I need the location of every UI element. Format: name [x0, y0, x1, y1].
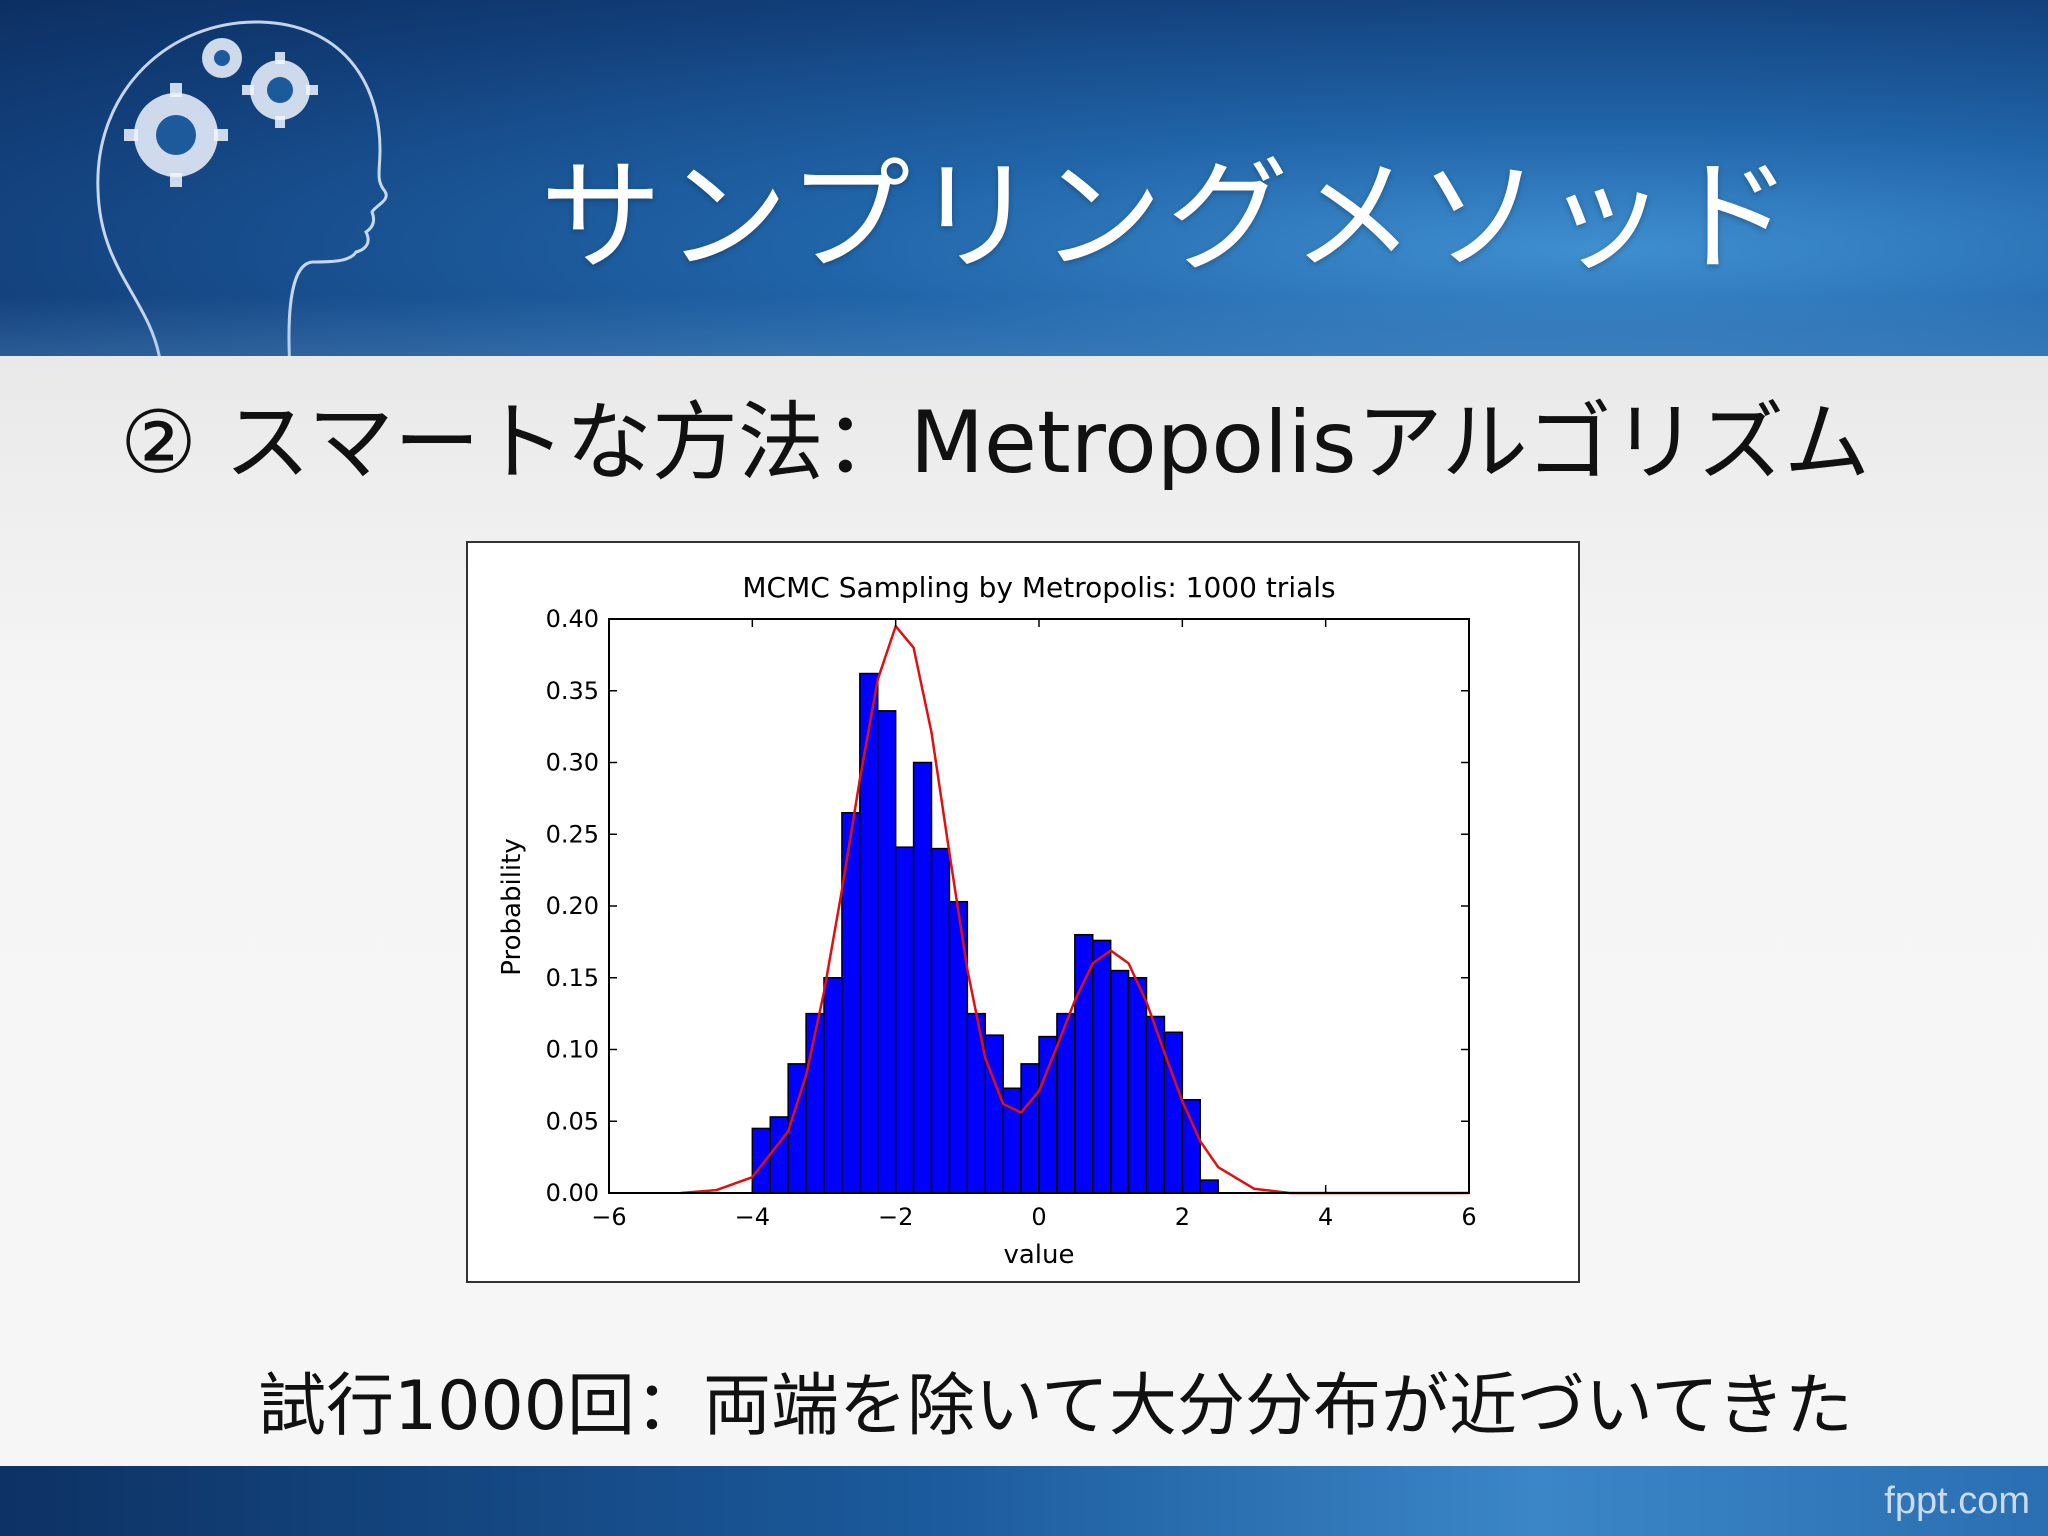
histogram-bars — [751, 672, 1219, 1194]
x-axis-ticks: −6 −4 −2 0 2 4 6 — [591, 619, 1477, 1231]
header-band: サンプリングメソッド — [0, 0, 2048, 356]
density-curve-line — [680, 624, 1469, 1195]
x-tick-label: −6 — [591, 1203, 626, 1231]
histogram-bar — [769, 1116, 789, 1194]
footer-band — [0, 1466, 2048, 1536]
histogram-chart: MCMC Sampling by Metropolis: 1000 trials… — [497, 571, 1477, 1270]
histogram-bar — [894, 846, 915, 1194]
histogram-bar — [1074, 933, 1094, 1194]
y-tick-label: 0.25 — [546, 820, 599, 848]
x-tick-label: 4 — [1318, 1203, 1333, 1231]
y-axis-ticks: 0.00 0.05 0.10 0.15 0.20 0.25 0.30 0.35 0.40 — [546, 605, 1469, 1207]
x-tick-label: −4 — [735, 1203, 770, 1231]
chart-figure: MCMC Sampling by Metropolis: 1000 trials… — [466, 541, 1580, 1283]
x-tick-label: 6 — [1461, 1203, 1476, 1231]
y-tick-label: 0.35 — [546, 677, 599, 705]
histogram-bar — [1020, 1063, 1040, 1194]
histogram-bar — [1092, 939, 1112, 1194]
chart-title: MCMC Sampling by Metropolis: 1000 trials — [742, 571, 1335, 604]
histogram-bar — [877, 710, 897, 1194]
footer-logo: fppt.com — [1884, 1480, 2030, 1522]
x-tick-label: 0 — [1031, 1203, 1046, 1231]
histogram-bar — [859, 672, 879, 1194]
y-tick-label: 0.15 — [546, 964, 599, 992]
histogram-bar — [1199, 1179, 1219, 1194]
y-tick-label: 0.20 — [546, 892, 599, 920]
head-gears-icon — [96, 20, 388, 356]
histogram-bar — [1109, 969, 1130, 1194]
histogram-bar — [984, 1034, 1004, 1194]
slide-subtitle: ② スマートな方法：Metropolisアルゴリズム — [120, 393, 1870, 493]
histogram-bar — [912, 761, 933, 1194]
histogram-bar — [823, 977, 843, 1194]
x-tick-label: −2 — [878, 1203, 913, 1231]
histogram-bar — [805, 1012, 825, 1194]
slide-caption: 試行1000回：両端を除いて大分分布が近づいてきた — [258, 1367, 1853, 1446]
y-tick-label: 0.05 — [546, 1107, 599, 1135]
y-tick-label: 0.10 — [546, 1036, 599, 1064]
slide-title: サンプリングメソッド — [540, 146, 1797, 288]
y-axis-label: Probability — [497, 838, 527, 975]
histogram-bar — [1181, 1098, 1201, 1194]
histogram-bar — [930, 847, 951, 1194]
y-tick-label: 0.30 — [546, 749, 599, 777]
histogram-bar — [1127, 977, 1148, 1194]
histogram-bar — [1038, 1035, 1058, 1194]
histogram-bar — [751, 1127, 772, 1194]
x-axis-label: value — [1003, 1240, 1074, 1270]
x-tick-label: 2 — [1175, 1203, 1190, 1231]
density-curve — [680, 624, 1469, 1195]
y-tick-label: 0.40 — [546, 605, 599, 633]
y-tick-label: 0.00 — [546, 1179, 599, 1207]
